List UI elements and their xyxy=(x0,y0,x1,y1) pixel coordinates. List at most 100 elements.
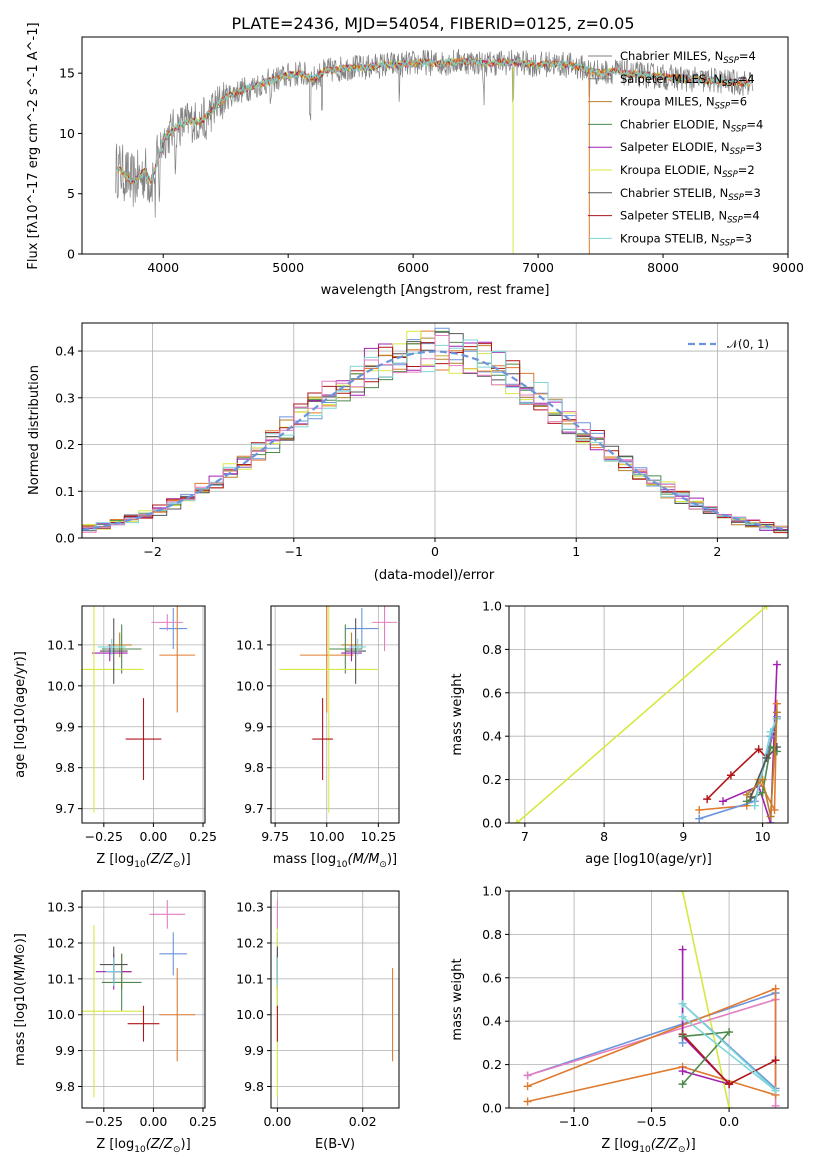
residual-histogram-panel: −2 −1 0 1 2 0.0 0.1 0.2 0.3 0.4 𝒩(0, 1) (data-model… xyxy=(27,322,789,583)
y-tick-label: 10 xyxy=(59,126,75,141)
xlabel-subscript: ⊙ xyxy=(678,1145,686,1155)
x-tick-label: 10.00 xyxy=(309,829,345,844)
mass-weight-marker xyxy=(523,1082,532,1091)
legend-text: Kroupa STELIB, N xyxy=(620,231,720,245)
y-tick-label: 0.0 xyxy=(55,531,75,546)
legend-text: =4 xyxy=(743,209,760,223)
mass-weight-marker xyxy=(726,771,735,780)
mass-weight-marker xyxy=(725,1080,734,1089)
y-axis-label: mass [log10(M/M⊙)] xyxy=(13,933,28,1066)
mass-weight-marker xyxy=(678,1067,687,1076)
plot-area xyxy=(279,606,397,813)
mass-weight-marker xyxy=(678,891,687,895)
mass-weight-marker xyxy=(695,805,704,814)
mass-weight-marker xyxy=(762,753,771,762)
x-tick-label: 9.75 xyxy=(261,829,289,844)
y-tick-label: 9.9 xyxy=(244,719,264,734)
x-tick-label: 9000 xyxy=(772,260,804,275)
mass-weight-marker xyxy=(766,812,775,821)
age-vs-mass-panel: 9.75 10.00 10.25 9.7 9.8 9.9 10.0 10.1 mass [log… xyxy=(236,605,400,870)
x-tick-label: −0.25 xyxy=(85,829,123,844)
axes-frame xyxy=(508,605,789,824)
y-tick-label: 9.8 xyxy=(244,760,264,775)
x-tick-label: 7000 xyxy=(522,260,554,275)
x-axis-label: Z [log10(Z/Z⊙)] xyxy=(96,1137,190,1155)
y-tick-label: 0.2 xyxy=(482,772,502,787)
mass-weight-marker xyxy=(762,606,771,610)
legend-entry: Chabrier STELIB, NSSP=3 xyxy=(620,186,761,203)
y-tick-label: 9.8 xyxy=(55,760,75,775)
x-axis-label: age [log10(age/yr)] xyxy=(585,852,712,867)
xlabel-part: )] xyxy=(686,1137,696,1152)
axes-frame xyxy=(270,890,400,1109)
mass-weight-marker xyxy=(678,945,687,954)
y-tick-label: 10.3 xyxy=(236,900,264,915)
legend-text: =2 xyxy=(738,163,755,177)
x-axis-label: mass [log10(M/M⊙)] xyxy=(273,852,397,870)
legend-text: =3 xyxy=(744,186,761,200)
mass-weight-vs-metallicity-panel: −1.0 −0.5 0.0 0.0 0.2 0.4 0.6 0.8 1.0 Z [log10(Z/… xyxy=(450,884,789,1155)
xlabel-subscript: 10 xyxy=(336,860,348,870)
legend-text: Chabrier ELODIE, N xyxy=(620,117,731,131)
x-tick-label: 6000 xyxy=(397,260,429,275)
mass-weight-marker xyxy=(678,1080,687,1089)
y-tick-label: 0.4 xyxy=(482,1014,502,1029)
xlabel-part: mass [log xyxy=(273,852,336,867)
x-tick-label: −2 xyxy=(143,544,161,559)
legend-entry: Kroupa STELIB, NSSP=3 xyxy=(620,231,752,248)
y-tick-label: 1.0 xyxy=(482,884,502,899)
plot-area xyxy=(512,606,781,823)
mass-weight-marker xyxy=(695,814,704,823)
legend-subscript: SSP xyxy=(723,56,739,66)
plot-area xyxy=(82,327,788,534)
legend-text: Salpeter ELODIE, N xyxy=(620,140,730,154)
legend-subscript: SSP xyxy=(722,79,738,89)
legend-text: =4 xyxy=(738,72,755,86)
y-tick-label: 0.1 xyxy=(55,484,75,499)
mass-weight-marker xyxy=(725,1104,734,1108)
mass-weight-marker xyxy=(742,790,751,799)
grid-lines xyxy=(271,891,399,1108)
xlabel-part: (Z/Z xyxy=(146,852,174,867)
mass-vs-extinction-panel: 0.00 0.02 9.8 9.9 10.0 10.1 10.2 10.3 E(B-V) xyxy=(236,890,400,1152)
legend-subscript: SSP xyxy=(727,216,743,226)
y-tick-label: 1.0 xyxy=(482,599,502,614)
mass-weight-marker xyxy=(771,1086,780,1095)
x-axis-label: wavelength [Angstrom, rest frame] xyxy=(321,283,550,298)
x-tick-label: 2 xyxy=(713,544,721,559)
legend-text: Salpeter MILES, N xyxy=(620,72,722,86)
residual-histogram-step xyxy=(82,335,788,533)
y-tick-label: 10.1 xyxy=(236,971,264,986)
normal-distribution-curve xyxy=(82,350,788,531)
x-tick-label: 0.00 xyxy=(139,829,167,844)
x-axis-label: E(B-V) xyxy=(315,1137,355,1152)
legend-subscript: SSP xyxy=(728,193,744,203)
axes-frame xyxy=(81,890,206,1109)
x-tick-label: 0 xyxy=(431,544,439,559)
x-tick-label: 0.02 xyxy=(349,1114,377,1129)
y-tick-label: 5 xyxy=(67,186,75,201)
xlabel-part: (M/M xyxy=(348,852,380,867)
y-tick-label: 0.4 xyxy=(55,344,75,359)
xlabel-part: (Z/Z xyxy=(651,1137,679,1152)
x-tick-label: −1.0 xyxy=(559,1114,589,1129)
xlabel-subscript: ⊙ xyxy=(173,1145,181,1155)
mass-weight-line xyxy=(516,606,768,823)
mass-weight-marker xyxy=(678,999,687,1008)
axes-frame xyxy=(508,890,789,1109)
xlabel-subscript: 10 xyxy=(639,1145,651,1155)
y-tick-label: 0.3 xyxy=(55,390,75,405)
y-tick-label: 10.1 xyxy=(47,637,75,652)
legend-text: =6 xyxy=(730,95,747,109)
mass-weight-line xyxy=(746,712,778,817)
y-tick-label: 9.9 xyxy=(55,1043,75,1058)
mass-weight-marker xyxy=(772,660,781,669)
legend-entry: Salpeter MILES, NSSP=4 xyxy=(620,72,755,89)
axes-frame xyxy=(81,322,789,539)
mass-weight-marker xyxy=(771,1056,780,1065)
legend-subscript: SSP xyxy=(731,124,747,134)
y-tick-label: 10.0 xyxy=(47,678,75,693)
legend-entry: 𝒩(0, 1) xyxy=(727,337,769,351)
x-tick-label: 8000 xyxy=(647,260,679,275)
mass-weight-marker xyxy=(754,745,763,754)
